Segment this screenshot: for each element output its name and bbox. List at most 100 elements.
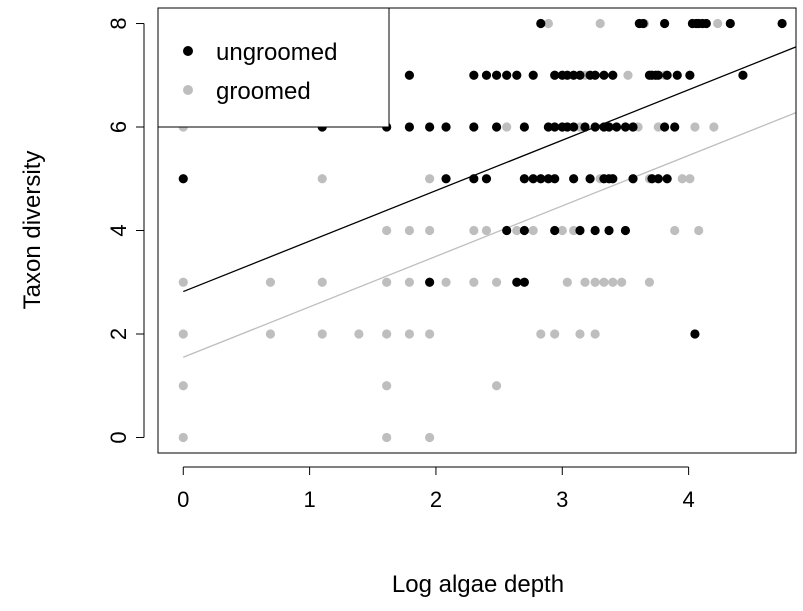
point-groomed-59 [677, 174, 687, 184]
point-groomed-29 [502, 122, 512, 132]
point-ungroomed-51 [604, 122, 614, 132]
point-groomed-18 [404, 329, 415, 339]
x-tick-label-4: 4 [682, 487, 694, 512]
point-ungroomed-14 [491, 122, 502, 132]
x-axis-title: Log algae depth [392, 571, 564, 598]
point-ungroomed-28 [543, 174, 553, 184]
point-groomed-23 [441, 277, 451, 287]
point-groomed-21 [425, 329, 435, 339]
point-groomed-14 [382, 381, 392, 391]
point-ungroomed-72 [662, 174, 672, 184]
point-groomed-8 [317, 277, 327, 287]
point-ungroomed-36 [562, 122, 572, 132]
point-groomed-24 [469, 225, 479, 236]
point-ungroomed-41 [575, 225, 585, 236]
point-groomed-32 [536, 329, 546, 339]
point-ungroomed-38 [569, 122, 579, 132]
point-ungroomed-82 [725, 18, 735, 29]
point-ungroomed-5 [425, 122, 435, 132]
point-ungroomed-67 [653, 70, 663, 80]
legend-label-groomed: groomed [216, 78, 311, 105]
point-groomed-50 [617, 277, 627, 287]
point-ungroomed-83 [738, 70, 748, 80]
point-ungroomed-4 [404, 70, 415, 80]
point-groomed-58 [670, 225, 680, 236]
point-groomed-15 [382, 432, 392, 443]
point-ungroomed-6 [441, 122, 451, 132]
point-ungroomed-20 [519, 174, 529, 184]
point-ungroomed-47 [590, 225, 600, 236]
point-ungroomed-48 [599, 70, 609, 80]
point-groomed-43 [580, 277, 590, 287]
x-tick-label-3: 3 [556, 487, 568, 512]
point-ungroomed-81 [701, 18, 711, 29]
point-groomed-22 [425, 432, 435, 443]
point-ungroomed-68 [653, 174, 663, 184]
point-groomed-33 [543, 18, 553, 29]
legend-label-ungroomed: ungroomed [216, 39, 337, 66]
point-groomed-27 [491, 277, 502, 287]
point-ungroomed-24 [528, 174, 538, 184]
point-ungroomed-16 [502, 225, 512, 236]
point-groomed-55 [644, 277, 655, 287]
point-ungroomed-23 [528, 70, 538, 80]
point-ungroomed-73 [670, 122, 680, 132]
point-ungroomed-32 [550, 225, 560, 236]
point-ungroomed-40 [575, 70, 585, 80]
point-ungroomed-26 [536, 174, 546, 184]
point-ungroomed-30 [550, 122, 560, 132]
legend-marker-groomed [183, 85, 193, 95]
point-ungroomed-18 [512, 277, 522, 287]
point-ungroomed-0 [178, 174, 188, 184]
point-ungroomed-53 [604, 225, 614, 236]
point-groomed-9 [317, 329, 327, 339]
point-groomed-4 [178, 432, 188, 443]
x-tick-label-2: 2 [430, 487, 442, 512]
regression-lines [183, 46, 797, 358]
point-groomed-60 [685, 174, 695, 184]
point-groomed-36 [557, 225, 567, 236]
point-groomed-5 [265, 277, 276, 287]
point-ungroomed-11 [481, 70, 492, 80]
point-ungroomed-58 [620, 225, 631, 236]
point-ungroomed-77 [690, 329, 700, 339]
point-groomed-17 [404, 277, 415, 287]
legend: ungroomed groomed [157, 7, 390, 128]
point-ungroomed-3 [404, 122, 415, 132]
point-ungroomed-29 [550, 70, 560, 80]
point-ungroomed-35 [562, 70, 572, 80]
point-groomed-2 [178, 329, 188, 339]
point-groomed-25 [469, 277, 479, 287]
point-groomed-12 [382, 277, 392, 287]
point-groomed-45 [590, 329, 600, 339]
point-ungroomed-57 [620, 122, 631, 132]
point-ungroomed-13 [491, 70, 502, 80]
point-ungroomed-39 [569, 174, 579, 184]
point-ungroomed-55 [608, 174, 618, 184]
point-groomed-26 [481, 225, 492, 236]
y-tick-label-2: 2 [106, 328, 131, 340]
point-groomed-13 [382, 329, 392, 339]
point-ungroomed-25 [536, 18, 546, 29]
point-ungroomed-19 [519, 122, 529, 132]
point-ungroomed-22 [519, 277, 529, 287]
y-tick-label-8: 8 [106, 17, 131, 29]
point-ungroomed-12 [481, 174, 492, 184]
point-groomed-48 [599, 277, 609, 287]
point-groomed-28 [491, 381, 502, 391]
point-ungroomed-75 [685, 70, 695, 80]
y-tick-label-6: 6 [106, 121, 131, 133]
point-groomed-1 [178, 277, 188, 287]
point-groomed-30 [512, 225, 522, 236]
y-axis-title: Taxon diversity [19, 151, 46, 310]
point-groomed-41 [575, 329, 585, 339]
x-tick-label-0: 0 [177, 487, 189, 512]
point-groomed-11 [382, 225, 392, 236]
y-tick-label-0: 0 [106, 431, 131, 443]
point-groomed-46 [595, 18, 605, 29]
x-axis: 0 1 2 3 4 [177, 466, 695, 512]
point-groomed-56 [653, 122, 663, 132]
point-ungroomed-44 [585, 174, 595, 184]
y-tick-label-4: 4 [106, 224, 131, 236]
